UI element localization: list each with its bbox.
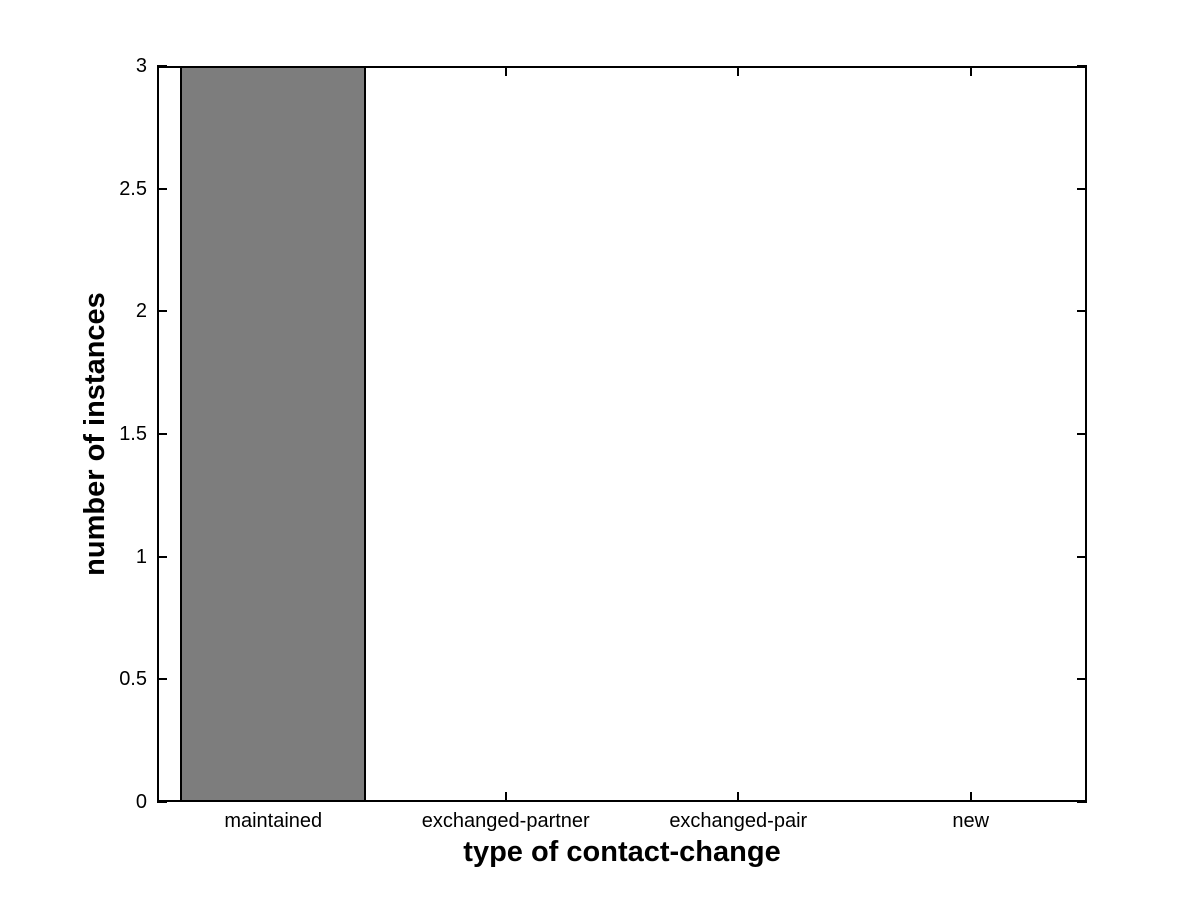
x-axis-tick	[969, 792, 972, 802]
y-tick-label: 0.5	[119, 668, 147, 691]
x-tick-label: exchanged-pair	[669, 810, 808, 832]
x-axis-tick-mirror	[737, 66, 740, 76]
y-axis-tick	[157, 187, 167, 190]
y-axis-tick-mirror	[1077, 187, 1087, 190]
x-tick-label: exchanged-partner	[421, 810, 590, 832]
x-axis-tick	[737, 792, 740, 802]
y-axis-tick-mirror	[1077, 801, 1087, 803]
y-tick-label: 3	[135, 55, 147, 77]
y-axis-tick-mirror	[1077, 433, 1087, 435]
y-axis-tick-mirror	[1077, 555, 1087, 558]
x-axis-title: type of contact-change	[463, 836, 781, 868]
x-axis-tick-mirror	[504, 66, 507, 76]
y-tick-label: 1.5	[119, 423, 147, 445]
y-axis-tick	[157, 801, 167, 803]
plot-area	[157, 65, 1087, 803]
x-axis-tick-mirror	[969, 66, 972, 76]
x-axis-tick	[504, 792, 507, 802]
bar-maintained	[180, 66, 367, 802]
y-tick-label: 2.5	[119, 177, 147, 200]
y-axis-tick	[157, 555, 167, 558]
y-tick-label: 2	[135, 300, 147, 323]
y-axis-tick	[157, 65, 167, 67]
y-axis-tick-mirror	[1077, 310, 1087, 313]
y-axis-tick-mirror	[1077, 65, 1087, 67]
x-tick-label: new	[952, 810, 990, 832]
y-axis-tick-mirror	[1077, 678, 1087, 681]
y-tick-label: 1	[135, 545, 147, 568]
y-axis-title: number of instances	[79, 292, 111, 576]
y-tick-label: 0	[135, 791, 147, 813]
y-axis-tick	[157, 310, 167, 313]
x-tick-label: maintained	[224, 810, 323, 832]
y-axis-tick	[157, 433, 167, 435]
y-axis-tick	[157, 678, 167, 681]
